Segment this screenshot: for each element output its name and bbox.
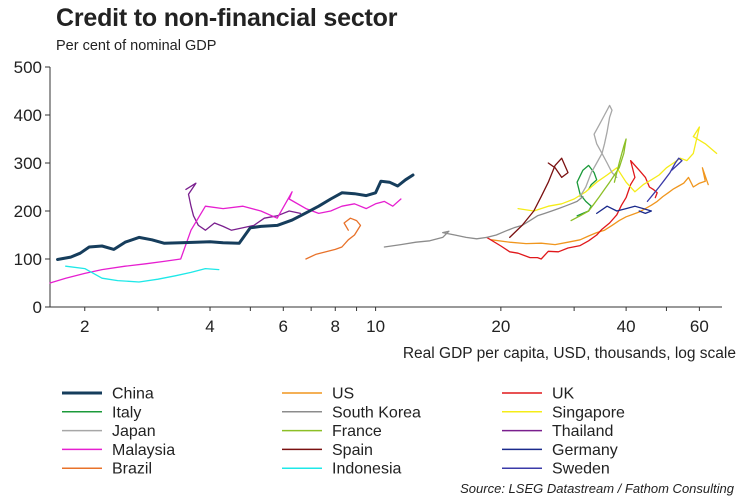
legend-label-sweden: Sweden xyxy=(552,461,610,478)
legend-label-germany: Germany xyxy=(552,442,618,459)
series-line-thailand xyxy=(185,182,302,231)
series-line-france xyxy=(570,138,627,222)
series-line-singapore xyxy=(517,126,718,212)
chart-series xyxy=(49,104,718,284)
series-line-germany xyxy=(596,205,653,215)
y-tick-label: 0 xyxy=(33,298,42,317)
legend-label-italy: Italy xyxy=(112,404,141,421)
legend-label-malaysia: Malaysia xyxy=(112,442,175,459)
series-line-south-korea xyxy=(383,195,584,248)
y-tick-label: 500 xyxy=(14,58,42,77)
legend-label-china: China xyxy=(112,386,154,403)
x-tick-label: 40 xyxy=(617,317,636,336)
chart-legend: China US UK Italy South Korea Singapore Japan F… xyxy=(62,386,625,478)
series-line-spain xyxy=(509,157,569,239)
legend-label-uk: UK xyxy=(552,386,575,403)
x-tick-label: 60 xyxy=(690,317,709,336)
source-note: Source: LSEG Datastream / Fathom Consult… xyxy=(460,481,734,496)
series-line-sweden xyxy=(646,157,683,203)
legend-label-spain: Spain xyxy=(332,442,373,459)
x-tick-label: 20 xyxy=(491,317,510,336)
legend-label-brazil: Brazil xyxy=(112,461,152,478)
x-tick-label: 6 xyxy=(279,317,288,336)
legend-label-us: US xyxy=(332,386,354,403)
legend-label-singapore: Singapore xyxy=(552,404,625,421)
legend-label-south-korea: South Korea xyxy=(332,404,421,421)
series-line-malaysia xyxy=(49,191,402,284)
y-tick-label: 100 xyxy=(14,250,42,269)
series-line-uk xyxy=(486,159,658,260)
x-tick-label: 8 xyxy=(331,317,340,336)
series-line-indonesia xyxy=(65,265,220,283)
series-line-brazil xyxy=(305,217,362,260)
legend-label-france: France xyxy=(332,423,382,440)
series-line-us xyxy=(490,167,709,246)
y-tick-label: 200 xyxy=(14,202,42,221)
x-axis-label: Real GDP per capita, USD, thousands, log… xyxy=(403,345,736,362)
chart-subtitle: Per cent of nominal GDP xyxy=(56,38,217,54)
legend-label-thailand: Thailand xyxy=(552,423,613,440)
series-line-china xyxy=(56,173,415,261)
y-tick-label: 300 xyxy=(14,154,42,173)
x-tick-label: 10 xyxy=(366,317,385,336)
x-tick-label: 4 xyxy=(205,317,214,336)
legend-label-indonesia: Indonesia xyxy=(332,461,401,478)
chart-axes: 0 100 200 300 400 500 2 4 6 8 10 20 40 60 Real GDP per… xyxy=(14,58,736,362)
chart-title: Credit to non-financial sector xyxy=(56,4,398,32)
legend-label-japan: Japan xyxy=(112,423,156,440)
x-tick-label: 2 xyxy=(80,317,89,336)
y-tick-label: 400 xyxy=(14,106,42,125)
series-line-japan xyxy=(579,104,618,198)
